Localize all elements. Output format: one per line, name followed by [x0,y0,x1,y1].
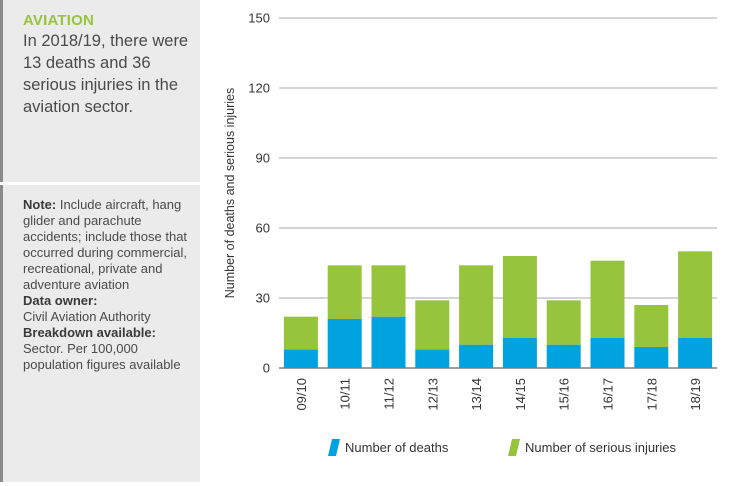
x-tick-label: 10/11 [338,378,353,410]
bar-serious-injuries [502,256,537,338]
bar-deaths [371,316,406,368]
y-axis-label: Number of deaths and serious injuries [223,88,237,299]
note-text-block: Note: Include aircraft, hang glider and … [23,197,194,373]
bar-deaths [415,349,450,368]
y-tick-label: 60 [256,221,270,236]
x-tick-label: 14/15 [513,378,528,411]
bars [283,251,713,368]
bar-serious-injuries [678,251,713,338]
bar-deaths [327,319,362,368]
legend: Number of deaths Number of serious injuri… [328,439,677,456]
bar-deaths [634,347,669,368]
bar-deaths [502,337,537,368]
bar-deaths [678,337,713,368]
section-heading: AVIATION [23,12,95,29]
legend-label: Number of serious injuries [525,440,677,455]
bar-serious-injuries [634,305,669,347]
note-label: Note: [23,197,57,212]
y-tick-label: 150 [248,11,270,26]
bar-deaths [590,337,625,368]
x-tick-label: 17/18 [644,378,659,411]
x-tick-label: 12/13 [425,378,440,411]
x-tick-label: 09/10 [294,378,309,411]
summary-text: In 2018/19, there were 13 deaths and 36 … [23,32,189,116]
note-text: Include aircraft, hang glider and parach… [23,197,188,292]
data-owner-value: Civil Aviation Authority [23,309,151,324]
bar-deaths [283,349,318,368]
x-tick-label: 13/14 [469,378,484,411]
bar-serious-injuries [546,300,581,345]
y-tick-label: 90 [256,151,270,166]
breakdown-label: Breakdown available: [23,325,156,340]
y-axis-ticks: 0 30 60 90 120 150 [248,11,270,376]
x-tick-label: 18/19 [688,378,703,411]
x-tick-label: 15/16 [557,378,572,411]
y-tick-label: 30 [256,291,270,306]
x-tick-label: 11/12 [382,378,397,410]
y-tick-label: 0 [263,361,270,376]
summary-panel: AVIATION In 2018/19, there were 13 death… [0,0,200,182]
x-axis-ticks: 09/10 10/11 11/12 12/13 13/14 14/15 15/16 16/17… [294,378,703,411]
chart-area: 0 30 60 90 120 150 Number of deaths and serio… [200,0,738,482]
bar-serious-injuries [415,300,450,350]
bar-serious-injuries [327,265,362,319]
sidebar: AVIATION In 2018/19, there were 13 death… [0,0,200,482]
bar-deaths [459,344,494,368]
bar-serious-injuries [283,316,318,350]
note-panel: Note: Include aircraft, hang glider and … [0,185,200,482]
y-tick-label: 120 [248,81,270,96]
data-owner-label: Data owner: [23,293,98,308]
bar-serious-injuries [371,265,406,317]
x-tick-label: 16/17 [601,378,616,411]
bar-serious-injuries [590,260,625,338]
legend-label: Number of deaths [345,440,449,455]
legend-swatch [328,439,340,456]
stacked-bar-chart: 0 30 60 90 120 150 Number of deaths and serio… [223,11,717,456]
breakdown-value: Sector. Per 100,000 population figures a… [23,341,181,372]
bar-deaths [546,344,581,368]
legend-swatch [508,439,520,456]
bar-serious-injuries [459,265,494,345]
